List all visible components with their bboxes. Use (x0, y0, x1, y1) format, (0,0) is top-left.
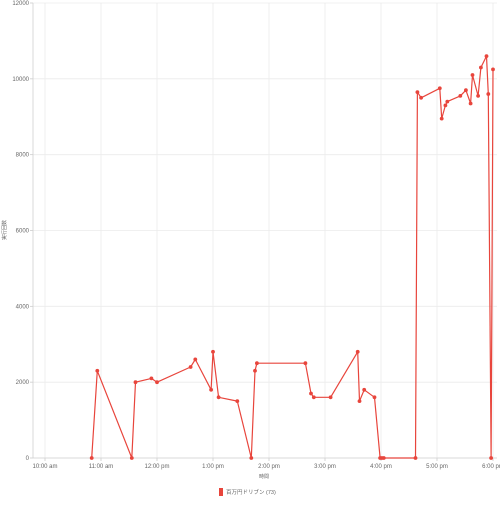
data-point[interactable] (458, 94, 463, 98)
data-point[interactable] (419, 95, 423, 100)
legend-label: 百万円ドリブン (73) (226, 488, 276, 496)
data-point[interactable] (415, 90, 420, 94)
data-point[interactable] (328, 395, 333, 400)
x-tick-label: 2:00 pm (258, 464, 280, 470)
x-tick-label: 6:00 pm (482, 464, 500, 470)
data-point[interactable] (443, 103, 448, 108)
data-point[interactable] (253, 368, 257, 373)
data-point[interactable] (445, 99, 450, 104)
y-tick-label: 10000 (12, 77, 29, 83)
x-tick-label: 12:00 pm (144, 464, 169, 470)
y-tick-label: 8000 (16, 153, 30, 159)
data-point[interactable] (381, 456, 386, 460)
data-point[interactable] (188, 365, 193, 369)
data-point[interactable] (133, 380, 138, 385)
data-point[interactable] (149, 376, 154, 381)
data-point[interactable] (470, 73, 475, 77)
data-point[interactable] (464, 88, 468, 93)
gridlines (33, 2, 497, 459)
data-point[interactable] (372, 395, 377, 400)
data-point[interactable] (479, 65, 483, 70)
x-axis-label: 時間 (259, 474, 269, 480)
data-point[interactable] (439, 116, 444, 121)
data-point[interactable] (216, 395, 221, 400)
data-point[interactable] (309, 391, 313, 396)
data-point[interactable] (484, 54, 489, 58)
legend-swatch (219, 488, 223, 496)
data-point[interactable] (89, 456, 94, 460)
data-point[interactable] (155, 380, 159, 385)
data-point[interactable] (437, 86, 442, 91)
data-point[interactable] (235, 399, 240, 403)
y-axis-label: 実行回数 (1, 220, 8, 240)
data-point[interactable] (486, 92, 491, 96)
x-tick-label: 3:00 pm (314, 464, 336, 470)
data-point[interactable] (357, 399, 362, 403)
data-point[interactable] (355, 349, 360, 354)
axes: 0 2000 4000 6000 8000 10000 12000 10:00 am 11:00… (12, 1, 500, 470)
x-tick-label: 5:00 pm (426, 464, 448, 470)
data-point[interactable] (311, 395, 316, 400)
data-point[interactable] (468, 101, 473, 106)
y-tick-label: 4000 (16, 304, 30, 310)
data-point[interactable] (413, 456, 418, 460)
x-tick-label: 10:00 am (32, 464, 57, 470)
x-tick-label: 11:00 am (89, 464, 114, 470)
series-layer (89, 54, 495, 460)
data-point[interactable] (255, 361, 259, 366)
data-point[interactable] (489, 456, 493, 460)
data-point[interactable] (476, 94, 480, 98)
data-point[interactable] (209, 387, 214, 392)
data-point[interactable] (303, 361, 308, 366)
data-point[interactable] (491, 67, 495, 72)
data-point[interactable] (129, 456, 134, 460)
data-point[interactable] (95, 368, 100, 373)
data-point[interactable] (362, 387, 367, 392)
x-tick-label: 1:00 pm (202, 464, 224, 470)
x-tick-label: 4:00 pm (370, 464, 392, 470)
data-point[interactable] (211, 349, 215, 354)
y-tick-label: 0 (26, 456, 30, 462)
y-tick-label: 6000 (16, 229, 30, 235)
data-point[interactable] (249, 456, 254, 460)
legend[interactable]: 百万円ドリブン (73) (219, 488, 276, 496)
data-point[interactable] (193, 357, 198, 362)
y-tick-label: 2000 (16, 380, 30, 386)
y-tick-label: 12000 (12, 1, 29, 7)
series-line (91, 55, 494, 459)
